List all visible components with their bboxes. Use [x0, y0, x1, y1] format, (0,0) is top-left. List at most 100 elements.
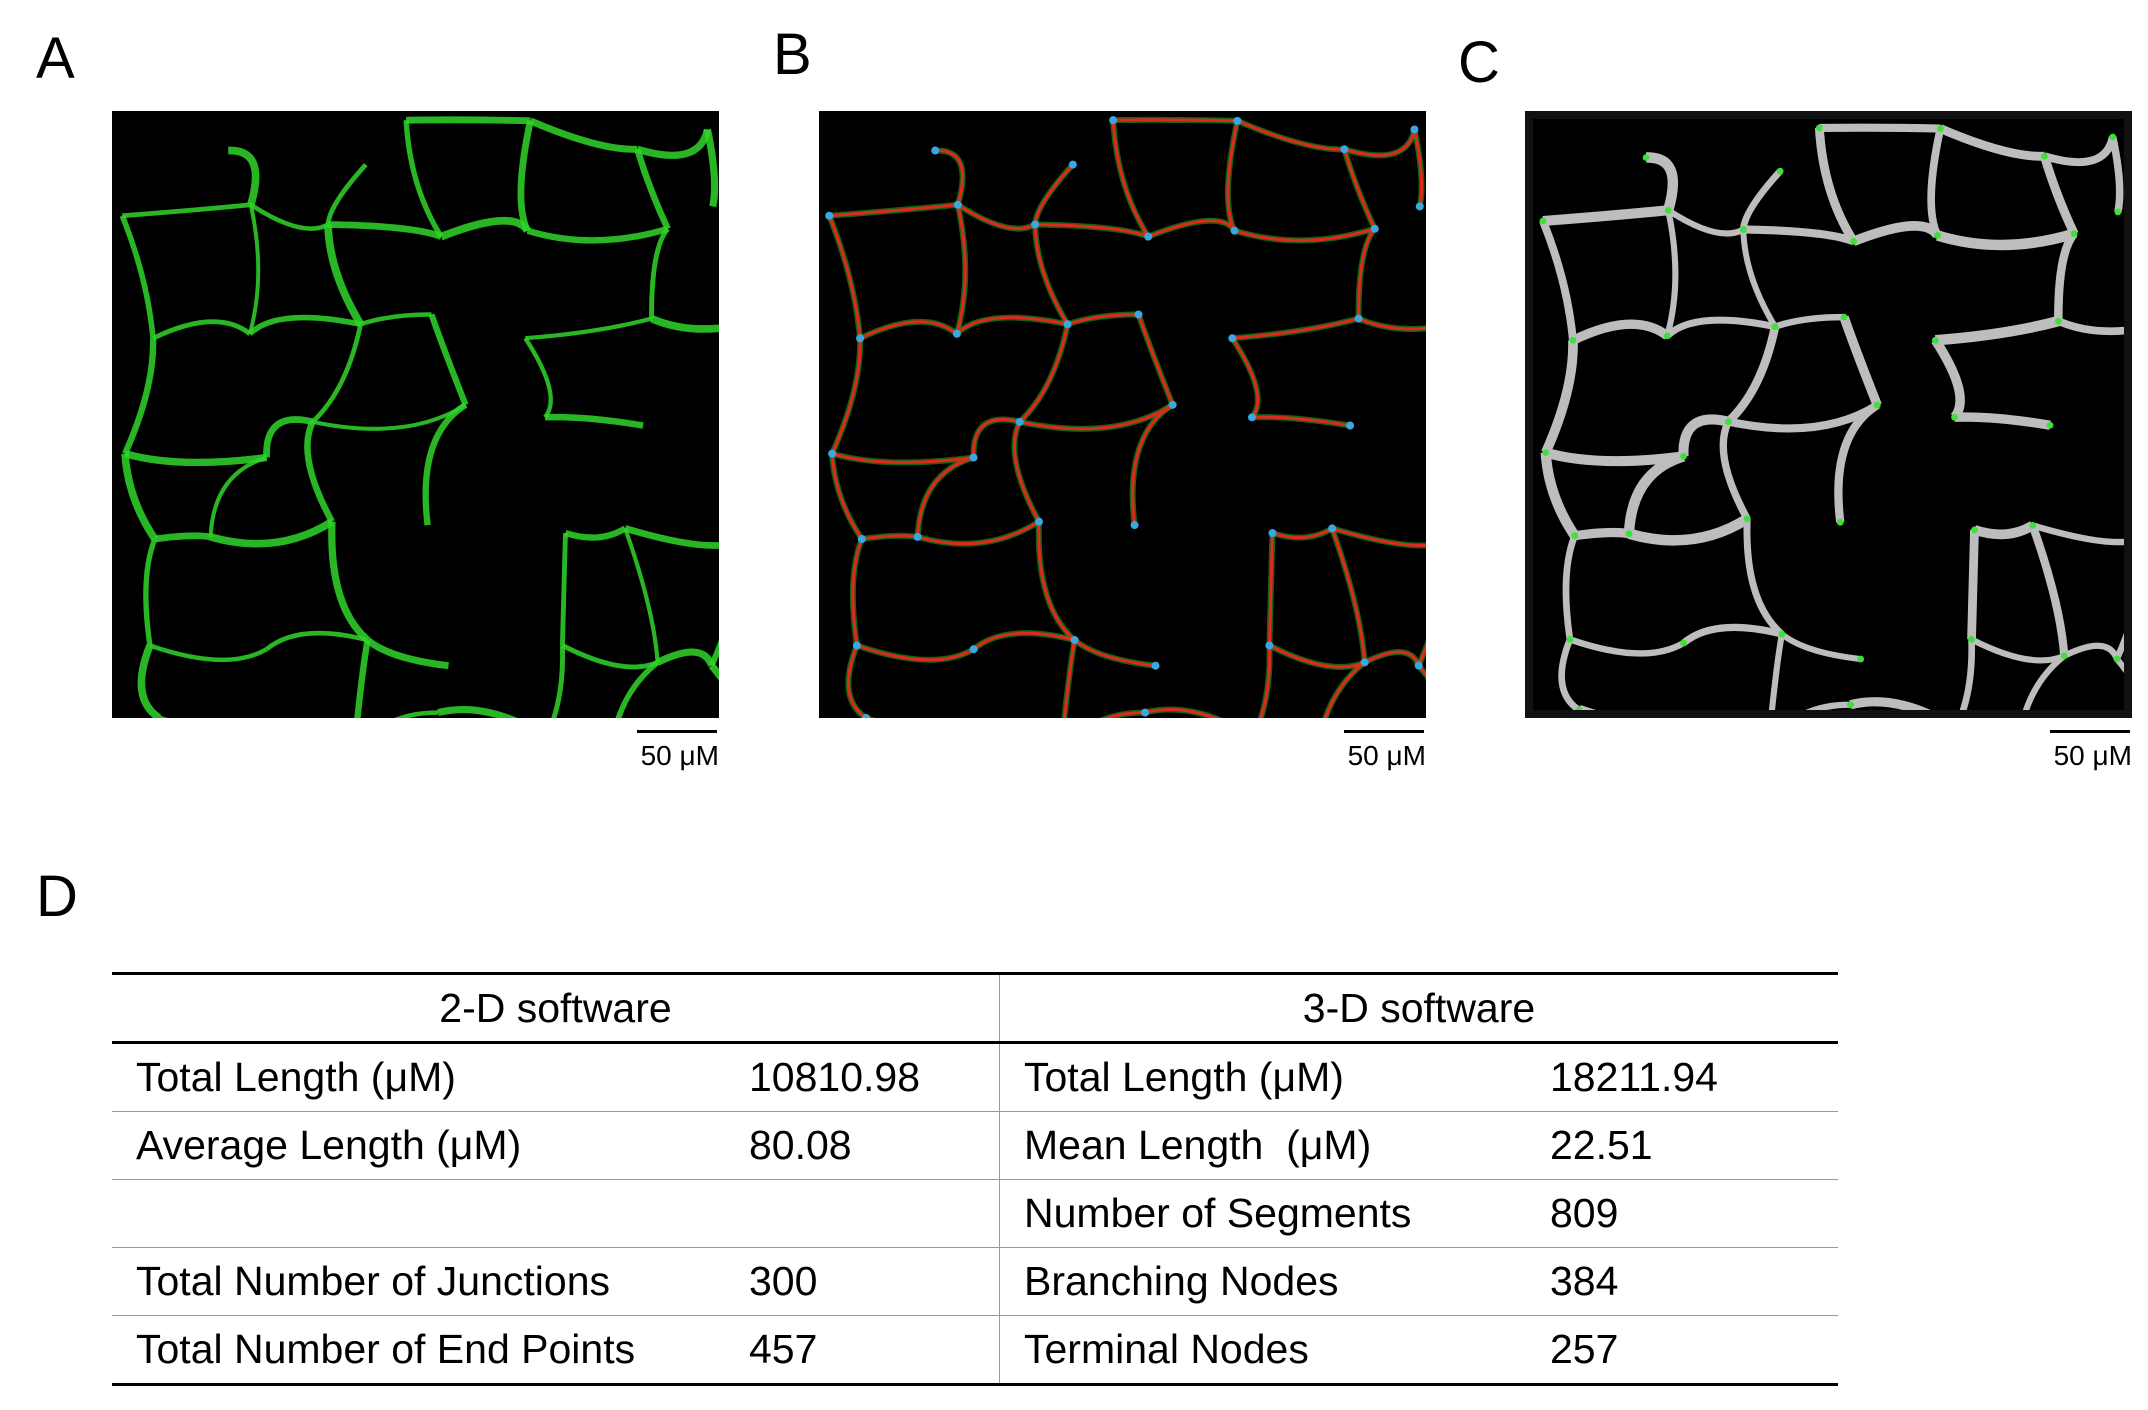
- vessel: [1539, 219, 1577, 341]
- junction: [1370, 224, 1379, 233]
- skeleton: [1357, 227, 1376, 319]
- junction: [1230, 226, 1239, 235]
- vessel: [1970, 636, 2066, 664]
- junction: [1233, 116, 1242, 125]
- skeleton: [1019, 403, 1174, 431]
- junction: [1068, 160, 1077, 169]
- skeleton: [1363, 650, 1421, 667]
- metric-name: Average Length (μM): [112, 1111, 749, 1180]
- skeleton: [1330, 527, 1367, 663]
- vessel: [517, 120, 534, 233]
- node: [1566, 636, 1574, 643]
- node: [1663, 332, 1671, 340]
- vessel: [564, 525, 627, 541]
- skeleton: [1226, 120, 1239, 232]
- node: [1836, 518, 1844, 526]
- vessel: [428, 313, 469, 406]
- skeleton: [1323, 661, 1366, 718]
- junction: [857, 534, 866, 543]
- vessel: [1834, 401, 1880, 523]
- scale-bar-label: 50 μM: [640, 740, 719, 771]
- vessel: [1541, 340, 1578, 455]
- vessel: [623, 527, 660, 663]
- node: [1569, 336, 1577, 344]
- vessel: [1678, 414, 1730, 457]
- vessel: [1725, 325, 1780, 425]
- skeleton: [1035, 222, 1149, 239]
- vessel: [328, 521, 371, 643]
- vessel: [2022, 653, 2067, 710]
- junction: [856, 334, 865, 343]
- junction: [1063, 320, 1072, 329]
- junction: [1134, 310, 1143, 319]
- vessel: [122, 338, 157, 455]
- junction: [1130, 521, 1139, 530]
- vessel: [636, 128, 711, 159]
- junction: [1415, 202, 1424, 211]
- skeleton: [1357, 317, 1426, 331]
- node: [2113, 655, 2121, 663]
- node: [2054, 317, 2062, 325]
- vessel: [143, 538, 158, 646]
- node: [1664, 206, 1672, 214]
- node: [2029, 521, 2037, 529]
- vessel: [2040, 154, 2079, 236]
- vessel: [559, 532, 568, 646]
- vessel: [137, 644, 162, 718]
- skeleton: [955, 204, 967, 335]
- metric-name: Total Length (μM): [999, 1042, 1550, 1112]
- scale-bar: [1344, 730, 1424, 733]
- vessel: [1931, 337, 1965, 421]
- vessel: [1849, 697, 1931, 710]
- vessel: [845, 644, 868, 718]
- vessel: [119, 214, 156, 339]
- node: [1771, 323, 1779, 331]
- vessel: [1719, 420, 1751, 521]
- skeleton: [1018, 323, 1070, 423]
- junction: [1265, 641, 1274, 650]
- vessel: [525, 316, 653, 341]
- vessel: [394, 710, 439, 718]
- junction: [862, 713, 871, 718]
- junction: [1360, 658, 1369, 667]
- vessel: [1739, 168, 1783, 230]
- skeleton: [972, 631, 1075, 651]
- node: [1778, 630, 1786, 638]
- vessel: [1805, 701, 1851, 710]
- vessel: [439, 216, 531, 241]
- junction: [1328, 524, 1337, 533]
- node: [1739, 226, 1747, 233]
- vessel: [1681, 623, 1783, 646]
- skeleton: [831, 452, 974, 464]
- vessel: [615, 660, 660, 718]
- vessel: [208, 455, 268, 538]
- skeleton: [955, 316, 1068, 335]
- skeleton: [1073, 638, 1156, 668]
- vessel: [2056, 317, 2124, 336]
- skeleton: [1111, 120, 1150, 238]
- vessel: [124, 450, 268, 467]
- skeleton: [917, 520, 1040, 546]
- node: [1680, 639, 1687, 647]
- image-canvas: [119, 116, 719, 718]
- table-row: Average Length (μM) 80.08 Mean Length (μM)…: [112, 1111, 1838, 1180]
- vessel: [561, 643, 659, 670]
- skeleton: [830, 338, 862, 455]
- vessel: [708, 663, 719, 681]
- skeleton: [935, 149, 965, 206]
- vessel: [1743, 225, 1856, 246]
- skeleton: [1013, 421, 1041, 523]
- metric-name: Total Number of Junctions: [112, 1247, 749, 1316]
- table-row: Number of Segments 809: [112, 1179, 1838, 1248]
- vessel: [526, 225, 669, 244]
- node: [1850, 237, 1857, 245]
- skeleton: [1268, 644, 1366, 669]
- skeleton: [1267, 533, 1274, 646]
- junction: [1144, 232, 1153, 241]
- skeleton: [1342, 148, 1377, 230]
- vessel: [1973, 521, 2036, 540]
- node: [1857, 655, 1865, 663]
- vessel: [249, 202, 330, 231]
- vessel: [1017, 323, 1071, 425]
- vessel: [551, 645, 566, 718]
